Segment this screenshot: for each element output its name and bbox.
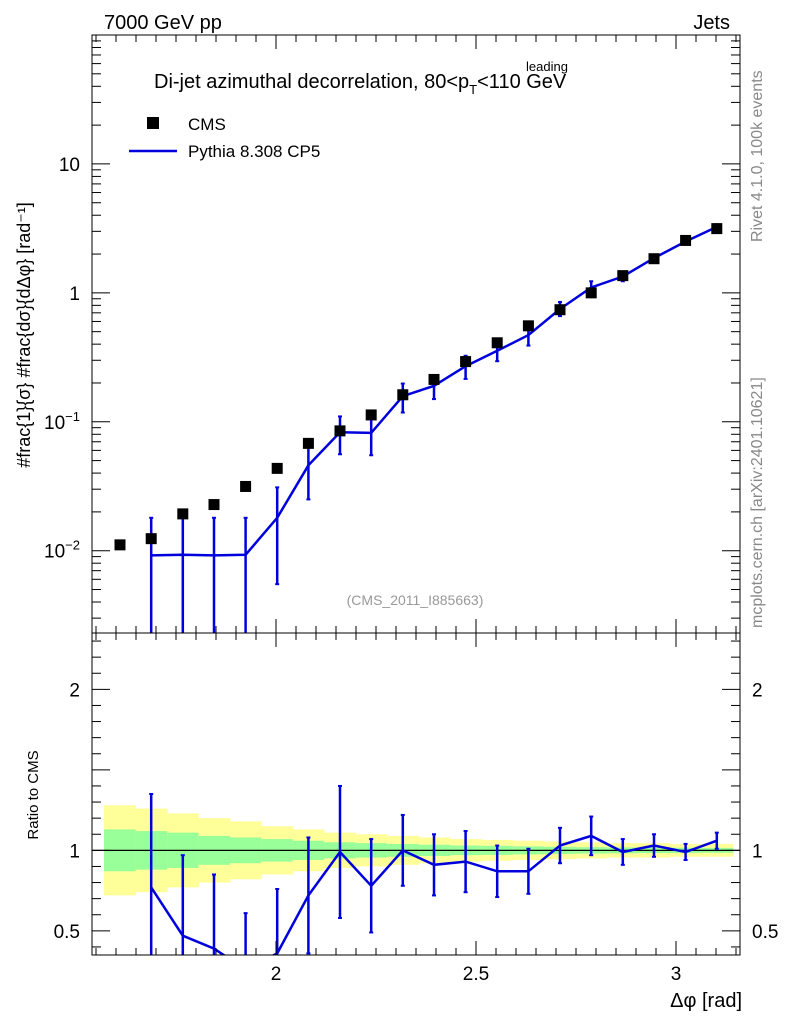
x-axis-label: Δφ [rad] (670, 990, 742, 1012)
plot-title-superscript: leading (526, 59, 568, 74)
ratio-y-tick-label-right: 0.5 (752, 922, 778, 943)
ratio-y-tick-label-right: 2 (752, 680, 763, 701)
main-plot-area (114, 223, 723, 633)
x-tick-label: 2 (271, 964, 282, 985)
header-category: Jets (693, 12, 730, 34)
cms-marker (208, 499, 220, 511)
ratio-y-tick-label-right: 1 (752, 841, 763, 862)
rivet-label: Rivet 4.1.0, 100k events (749, 70, 766, 242)
ratio-y-tick-label: 2 (69, 680, 80, 701)
cms-marker (114, 539, 126, 551)
mcplots-label: mcplots.cern.ch [arXiv:2401.10621] (749, 377, 766, 628)
cms-marker (617, 270, 629, 282)
y-axis-label: #frac{1}{σ} #frac{dσ}{dΔφ} [rad⁻¹] (14, 202, 34, 468)
ratio-frame (91, 632, 741, 956)
cms-marker (554, 304, 566, 316)
y-tick-label: 10 (59, 155, 80, 176)
plot-title: Di-jet azimuthal decorrelation, 80<pT<11… (154, 71, 567, 97)
legend-marker-cms (147, 117, 159, 129)
cms-marker (177, 508, 189, 520)
ratio-y-tick-label: 1 (69, 841, 80, 862)
cms-marker (397, 389, 409, 401)
header-energy: 7000 GeV pp (104, 12, 222, 34)
cms-marker (240, 480, 252, 492)
cms-marker (302, 437, 314, 449)
x-tick-label: 3 (671, 964, 682, 985)
x-tick-label: 2.5 (463, 964, 489, 985)
y-tick-label: 10−1 (44, 409, 80, 434)
cms-marker (648, 253, 660, 265)
cms-marker (365, 409, 377, 421)
cms-marker (271, 462, 283, 474)
y-tick-label: 1 (69, 284, 80, 305)
cms-marker (460, 356, 472, 368)
ratio-line (150, 834, 718, 955)
cms-marker (522, 320, 534, 332)
legend: CMS Pythia 8.308 CP5 (129, 115, 320, 161)
ratio-plot-area (92, 784, 740, 955)
main-panel: 10−2 10−1 1 10 (44, 34, 741, 634)
ratio-panel: 0.5 0.5 1 1 2 2 2 2.5 3 (54, 632, 778, 985)
cms-marker (428, 373, 440, 385)
ratio-y-tick-label: 0.5 (54, 922, 80, 943)
legend-label-cms: CMS (188, 115, 226, 134)
legend-label-mc: Pythia 8.308 CP5 (188, 142, 320, 161)
cms-marker (585, 287, 597, 299)
analysis-label: (CMS_2011_I885663) (347, 592, 484, 608)
y-tick-label: 10−2 (44, 538, 80, 563)
cms-marker (334, 425, 346, 437)
ratio-y-label: Ratio to CMS (25, 750, 42, 839)
cms-marker (491, 337, 503, 349)
cms-marker (680, 234, 692, 246)
cms-marker (145, 533, 157, 545)
cms-marker (711, 223, 723, 235)
